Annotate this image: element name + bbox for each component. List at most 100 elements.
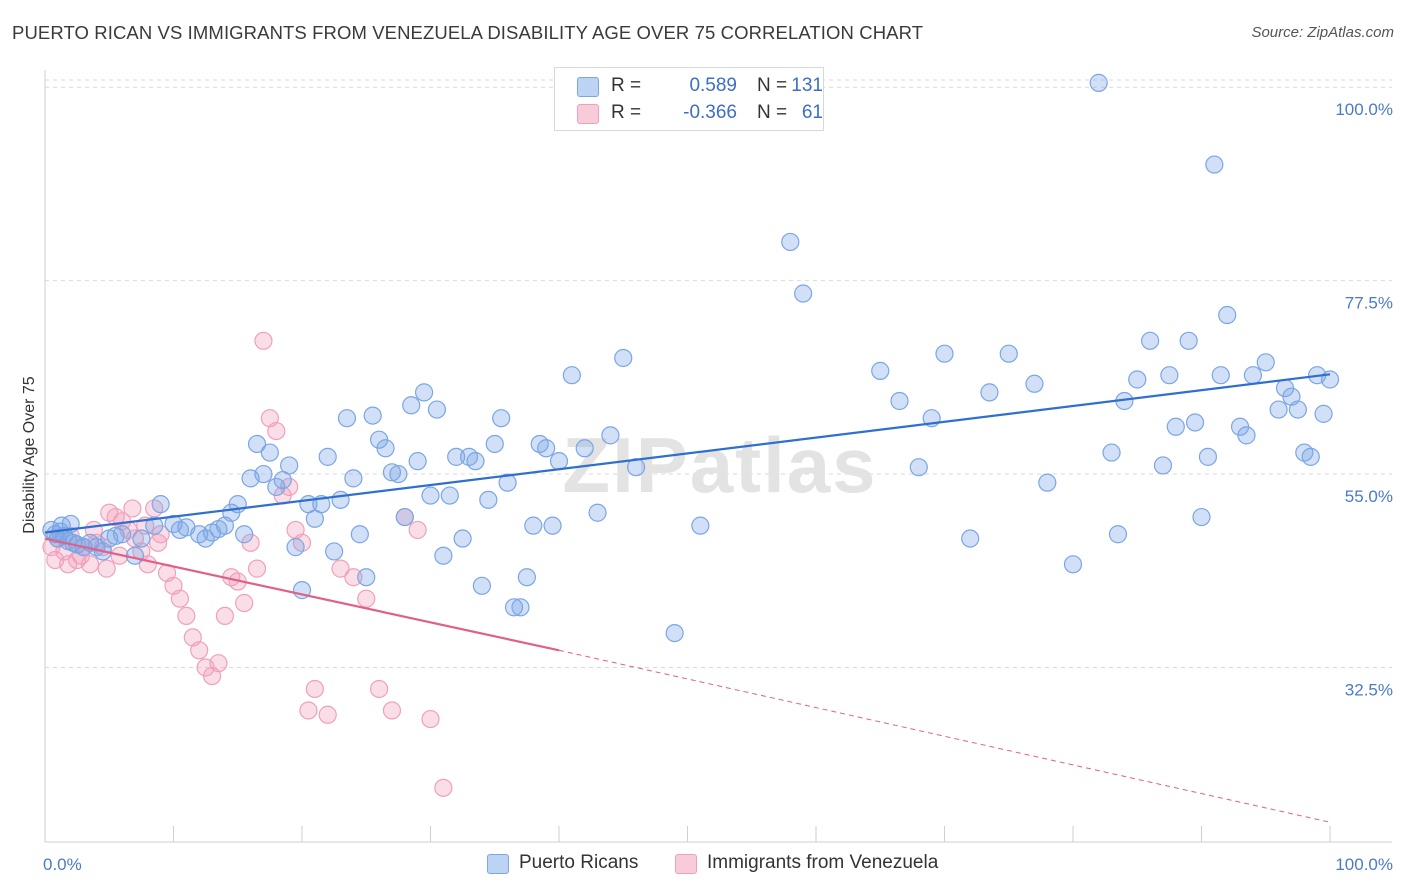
venezuela-point: [344, 568, 363, 587]
venezuela-point: [318, 705, 337, 724]
puerto-rican-point: [492, 409, 511, 428]
venezuela-point: [235, 593, 254, 613]
legend-swatch-blue: [577, 77, 599, 97]
puerto-rican-trend-line: [44, 373, 1331, 534]
venezuela-point: [177, 606, 196, 626]
puerto-rican-point: [485, 434, 504, 454]
trend-lines: [44, 373, 1331, 823]
x-tick-label-start: 0.0%: [43, 855, 82, 874]
puerto-rican-point: [350, 525, 369, 544]
venezuela-point: [247, 559, 267, 578]
puerto-rican-point: [1166, 417, 1185, 436]
y-tick-label: 32.5%: [1345, 680, 1393, 699]
puerto-rican-point: [402, 396, 421, 415]
venezuela-point: [123, 499, 142, 518]
puerto-rican-point: [363, 406, 382, 425]
puerto-rican-point: [106, 526, 125, 546]
legend-n-label: N =: [757, 102, 788, 123]
venezuela-point: [97, 559, 116, 578]
axes: [44, 70, 1392, 843]
venezuela-point: [408, 520, 427, 540]
puerto-rican-point: [1243, 366, 1263, 385]
puerto-rican-point: [447, 447, 466, 466]
venezuela-point: [305, 679, 324, 699]
puerto-rican-point: [961, 529, 980, 548]
bottom-legend-swatch-pink: [675, 854, 697, 874]
puerto-rican-point: [1269, 400, 1288, 419]
puerto-rican-point: [344, 469, 363, 488]
venezuela-trend-line: [44, 537, 560, 652]
venezuela-point: [370, 679, 389, 699]
venezuela-point: [382, 701, 402, 720]
puerto-rican-point: [1153, 456, 1173, 475]
puerto-rican-point: [235, 525, 254, 544]
puerto-rican-point: [472, 576, 491, 595]
puerto-rican-point: [537, 439, 556, 458]
puerto-rican-point: [665, 623, 684, 643]
puerto-rican-point: [1256, 353, 1275, 372]
legend-n-value: 61: [801, 102, 823, 123]
venezuela-point: [331, 559, 350, 578]
puerto-rican-point: [1128, 370, 1147, 389]
puerto-rican-point: [1198, 447, 1218, 466]
venezuela-point: [357, 589, 376, 608]
venezuela-point: [209, 654, 228, 673]
puerto-rican-point: [280, 456, 299, 475]
puerto-rican-point: [549, 452, 569, 471]
venezuela-point: [190, 641, 209, 660]
y-tick-label: 77.5%: [1345, 294, 1393, 313]
puerto-rican-point: [1063, 555, 1083, 574]
puerto-rican-point: [408, 452, 427, 471]
puerto-rican-point: [1140, 331, 1160, 350]
puerto-rican-point: [376, 439, 395, 458]
puerto-rican-point: [999, 344, 1018, 363]
venezuela-point: [254, 331, 273, 350]
legend-r-label: R =: [611, 102, 642, 123]
legend-n-value: 131: [791, 75, 823, 96]
puerto-rican-point: [1205, 155, 1224, 174]
chart-title: PUERTO RICAN VS IMMIGRANTS FROM VENEZUEL…: [12, 22, 924, 43]
puerto-rican-point: [1211, 366, 1230, 385]
puerto-rican-point: [389, 464, 408, 484]
y-tick-label: 55.0%: [1345, 487, 1393, 506]
venezuela-point: [170, 589, 190, 608]
puerto-rican-point: [1237, 426, 1256, 445]
puerto-rican-point: [1108, 525, 1128, 544]
puerto-rican-point: [935, 344, 954, 363]
puerto-rican-point: [1160, 366, 1179, 385]
puerto-rican-point: [1288, 400, 1307, 419]
puerto-rican-point: [890, 391, 909, 411]
puerto-rican-point: [331, 490, 350, 509]
puerto-rican-point: [691, 516, 710, 535]
bottom-legend-swatch-blue: [487, 854, 509, 874]
puerto-rican-point: [357, 568, 376, 587]
y-axis-label: Disability Age Over 75: [21, 376, 38, 534]
puerto-rican-point: [1301, 447, 1320, 466]
puerto-rican-point: [466, 452, 485, 471]
puerto-rican-point: [562, 366, 581, 385]
venezuela-trend-extension: [558, 649, 1331, 823]
legend-n-label: N =: [757, 75, 788, 96]
venezuela-point: [215, 606, 234, 626]
puerto-rican-point: [132, 529, 151, 548]
puerto-rican-point: [511, 598, 530, 617]
puerto-rican-point: [1038, 473, 1057, 492]
venezuela-point: [421, 709, 440, 729]
legend-swatch-pink: [577, 104, 599, 124]
puerto-rican-point: [871, 361, 890, 380]
tick-labels: 32.5% 55.0% 77.5% 100.0% 0.0% 100.0%: [43, 100, 1393, 874]
puerto-rican-point: [1192, 507, 1211, 527]
puerto-rican-point: [1089, 73, 1108, 92]
puerto-rican-point: [318, 447, 337, 466]
puerto-rican-point: [260, 443, 279, 462]
puerto-rican-point: [1218, 305, 1237, 325]
puerto-rican-point: [543, 516, 562, 535]
puerto-rican-point: [781, 232, 800, 252]
puerto-rican-point: [909, 458, 928, 477]
venezuela-points: [42, 331, 453, 797]
puerto-rican-points: [42, 73, 1340, 643]
puerto-rican-point: [1179, 331, 1198, 350]
puerto-rican-point: [434, 546, 453, 565]
source-label: Source: ZipAtlas.com: [1251, 24, 1394, 41]
